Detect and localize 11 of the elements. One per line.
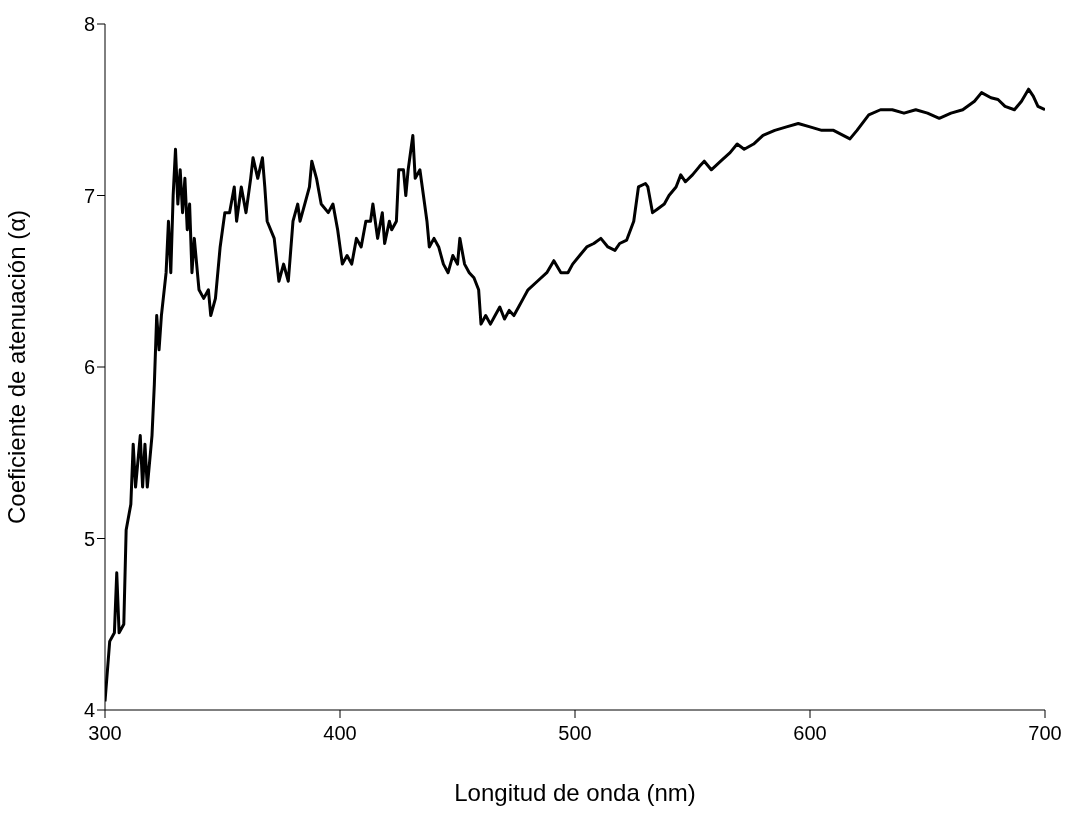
y-tick-label: 8: [83, 13, 95, 36]
y-tick-label: 6: [83, 356, 95, 379]
x-tick-label: 400: [323, 722, 357, 745]
y-tick-label: 5: [83, 527, 95, 550]
x-tick-label: 600: [793, 722, 827, 745]
y-tick-label: 7: [83, 184, 95, 207]
x-tick-label: 300: [88, 722, 122, 745]
x-axis-title: Longitud de onda (nm): [454, 779, 696, 806]
x-tick-label: 500: [558, 722, 592, 745]
y-tick-label: 4: [83, 699, 95, 722]
x-tick-label: 700: [1028, 722, 1062, 745]
